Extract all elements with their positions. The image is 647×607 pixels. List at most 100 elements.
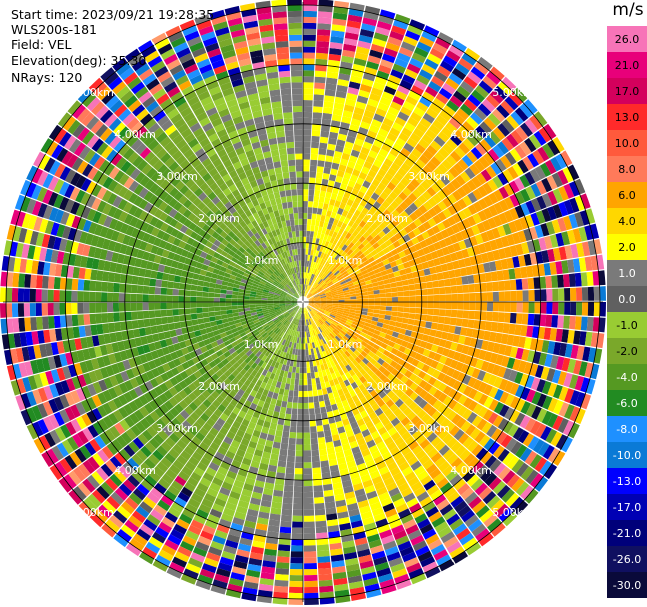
velocity-gate xyxy=(261,426,270,434)
velocity-gate xyxy=(369,358,377,366)
velocity-gate xyxy=(308,396,314,403)
velocity-gate xyxy=(243,299,250,302)
velocity-gate xyxy=(423,268,431,276)
velocity-gate xyxy=(520,387,531,401)
velocity-gate xyxy=(259,578,274,586)
velocity-gate xyxy=(207,302,214,307)
velocity-gate xyxy=(281,352,287,359)
velocity-gate xyxy=(358,253,366,260)
velocity-gate xyxy=(461,218,471,229)
velocity-gate xyxy=(540,366,550,380)
velocity-gate xyxy=(358,89,370,99)
velocity-gate xyxy=(366,439,376,449)
velocity-gate xyxy=(424,566,441,579)
velocity-gate xyxy=(331,560,345,568)
velocity-gate xyxy=(419,255,428,263)
velocity-gate xyxy=(524,214,535,228)
velocity-gate xyxy=(297,307,301,313)
velocity-gate xyxy=(409,290,416,296)
velocity-gate xyxy=(581,241,591,257)
velocity-gate xyxy=(406,182,416,193)
velocity-gate xyxy=(136,311,144,320)
velocity-gate xyxy=(479,121,493,135)
velocity-gate xyxy=(196,296,203,302)
velocity-gate xyxy=(346,331,353,337)
velocity-gate xyxy=(494,503,509,518)
velocity-gate xyxy=(277,460,287,468)
velocity-gate xyxy=(409,302,416,308)
velocity-gate xyxy=(292,521,303,528)
velocity-gate xyxy=(288,443,296,451)
velocity-gate xyxy=(458,142,471,155)
velocity-gate xyxy=(399,546,415,557)
velocity-gate xyxy=(553,342,562,356)
velocity-gate xyxy=(441,246,450,256)
velocity-gate xyxy=(379,9,396,20)
velocity-gate xyxy=(524,337,532,350)
velocity-gate xyxy=(327,348,333,355)
velocity-gate xyxy=(347,316,354,321)
velocity-gate xyxy=(277,418,285,426)
velocity-gate xyxy=(350,302,357,305)
velocity-gate xyxy=(225,539,239,549)
velocity-gate xyxy=(410,481,423,492)
velocity-gate xyxy=(259,505,271,514)
velocity-gate xyxy=(346,397,355,405)
velocity-gate xyxy=(326,519,339,527)
velocity-gate xyxy=(497,81,513,96)
velocity-gate xyxy=(320,295,327,299)
velocity-gate xyxy=(514,107,529,122)
velocity-gate xyxy=(547,248,556,262)
velocity-gate xyxy=(359,505,371,515)
velocity-gate xyxy=(375,325,383,332)
velocity-gate xyxy=(367,55,381,65)
velocity-gate xyxy=(360,314,367,319)
velocity-gate xyxy=(313,275,318,282)
velocity-gate xyxy=(316,46,329,54)
velocity-gate xyxy=(578,257,587,272)
velocity-gate xyxy=(504,393,515,407)
velocity-gate xyxy=(359,266,367,273)
velocity-gate xyxy=(454,129,467,142)
velocity-gate xyxy=(289,426,297,433)
velocity-gate xyxy=(336,289,344,293)
velocity-gate xyxy=(504,345,513,357)
velocity-gate xyxy=(419,355,428,364)
velocity-gate xyxy=(564,388,575,404)
velocity-gate xyxy=(321,472,331,480)
velocity-gate xyxy=(427,53,442,65)
velocity-gate xyxy=(291,539,303,546)
velocity-gate xyxy=(297,349,301,356)
velocity-gate xyxy=(334,589,350,598)
velocity-gate xyxy=(239,537,253,547)
velocity-gate xyxy=(451,293,458,302)
velocity-gate xyxy=(462,470,476,483)
velocity-gate xyxy=(303,88,314,95)
velocity-gate xyxy=(367,312,374,317)
velocity-gate xyxy=(572,228,582,243)
velocity-gate xyxy=(112,292,120,302)
velocity-gate xyxy=(317,154,326,162)
velocity-gate xyxy=(281,437,289,444)
velocity-gate xyxy=(306,260,310,267)
velocity-gate xyxy=(344,239,352,247)
velocity-gate xyxy=(384,508,398,518)
velocity-gate xyxy=(496,104,510,119)
velocity-gate xyxy=(315,219,320,227)
velocity-gate xyxy=(533,277,541,289)
velocity-gate xyxy=(378,491,390,502)
velocity-gate xyxy=(313,341,318,348)
velocity-gate xyxy=(413,376,423,386)
velocity-gate xyxy=(320,364,325,371)
velocity-gate xyxy=(507,423,520,437)
velocity-gate xyxy=(452,201,463,213)
velocity-gate xyxy=(315,238,320,245)
velocity-gate xyxy=(378,64,392,75)
velocity-gate xyxy=(304,325,307,332)
velocity-gate xyxy=(458,57,474,71)
velocity-gate xyxy=(318,309,325,313)
velocity-gate xyxy=(208,287,215,293)
velocity-gate xyxy=(11,288,19,302)
velocity-gate xyxy=(377,318,385,324)
velocity-gate xyxy=(358,554,373,564)
